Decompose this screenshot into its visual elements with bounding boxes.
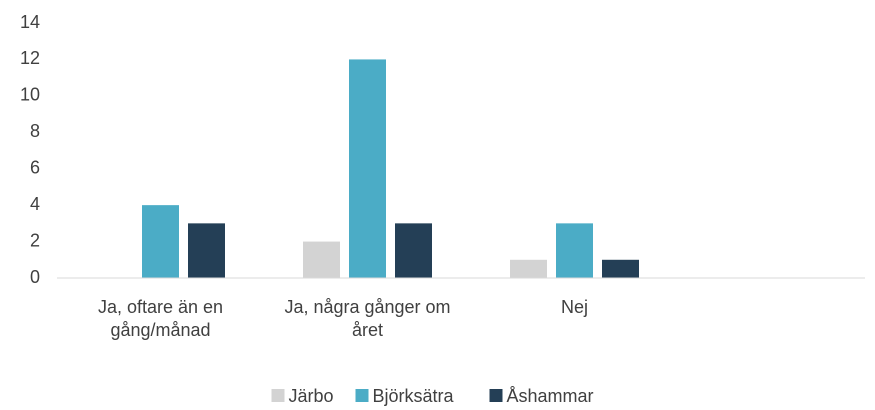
legend-swatch bbox=[355, 389, 369, 402]
x-tick-label: Ja, några gånger om året bbox=[284, 297, 451, 340]
y-tick-label: 12 bbox=[20, 48, 40, 68]
y-tick-label: 14 bbox=[20, 12, 40, 32]
y-tick-label: 4 bbox=[30, 194, 40, 214]
legend-swatch bbox=[489, 389, 503, 402]
x-tick-label: Nej bbox=[560, 297, 588, 317]
bar bbox=[303, 241, 340, 278]
legend-label: Björksätra bbox=[373, 386, 455, 406]
legend-swatch bbox=[271, 389, 285, 402]
y-tick-label: 0 bbox=[30, 267, 40, 287]
bar bbox=[142, 205, 179, 278]
bar bbox=[395, 223, 432, 278]
bar bbox=[556, 223, 593, 278]
bar bbox=[188, 223, 225, 278]
y-tick-label: 8 bbox=[30, 121, 40, 141]
bar bbox=[349, 59, 386, 278]
legend-label: Järbo bbox=[289, 386, 334, 406]
x-tick-label: Ja, oftare än en gång/månad bbox=[97, 297, 224, 340]
bar bbox=[510, 259, 547, 278]
y-tick-label: 6 bbox=[30, 157, 40, 177]
legend-label: Åshammar bbox=[507, 386, 594, 406]
bar bbox=[602, 259, 639, 278]
y-tick-label: 10 bbox=[20, 85, 40, 105]
y-tick-label: 2 bbox=[30, 230, 40, 250]
